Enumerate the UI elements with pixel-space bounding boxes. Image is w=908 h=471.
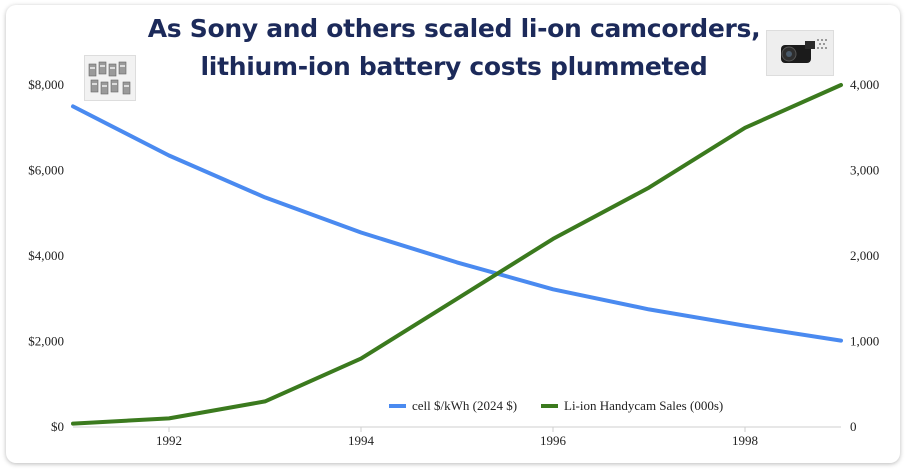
left-tick-label: $2,000 <box>28 334 64 349</box>
left-tick-label: $0 <box>51 419 64 434</box>
battery-cells-image <box>84 55 136 101</box>
right-tick-label: 4,000 <box>850 77 879 92</box>
right-tick-label: 0 <box>850 419 857 434</box>
handycam-image <box>766 30 834 76</box>
left-y-axis: $0 $2,000 $4,000 $6,000 $8,000 <box>28 77 64 434</box>
left-tick-label: $6,000 <box>28 163 64 178</box>
legend: cell $/kWh (2024 $) Li-ion Handycam Sale… <box>389 398 723 413</box>
legend-label-sales: Li-ion Handycam Sales (000s) <box>564 398 723 413</box>
legend-label-cost: cell $/kWh (2024 $) <box>412 398 517 413</box>
x-tick-label: 1992 <box>156 433 182 448</box>
right-tick-label: 2,000 <box>850 248 879 263</box>
series-line-sales <box>71 83 843 426</box>
chart-frame <box>6 5 900 463</box>
chart-title-line-2: lithium-ion battery costs plummeted <box>200 52 708 81</box>
camcorder-icon <box>781 39 827 63</box>
x-tick-label: 1998 <box>732 433 758 448</box>
right-tick-label: 1,000 <box>850 334 879 349</box>
chart-title-line-1: As Sony and others scaled li-on camcorde… <box>147 14 761 43</box>
x-tick-label: 1996 <box>540 433 567 448</box>
right-y-axis: 0 1,000 2,000 3,000 4,000 <box>850 77 879 434</box>
battery-cells-icon <box>88 61 131 95</box>
x-axis-ticks: 1992 1994 1996 1998 <box>156 427 758 448</box>
x-tick-label: 1994 <box>348 433 375 448</box>
series-lines <box>71 83 843 426</box>
right-tick-label: 3,000 <box>850 163 879 178</box>
left-tick-label: $8,000 <box>28 77 64 92</box>
left-tick-label: $4,000 <box>28 248 64 263</box>
